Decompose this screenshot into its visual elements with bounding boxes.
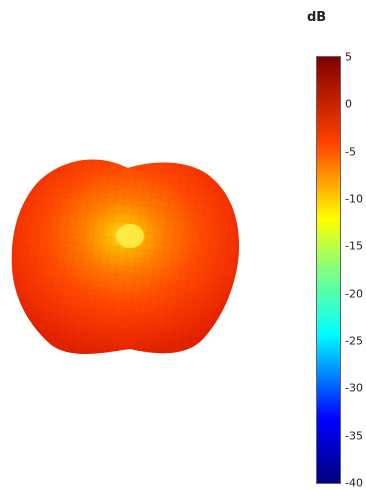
- colorbar-tick-label: -30: [345, 381, 363, 395]
- colorbar-gradient: [316, 56, 341, 484]
- colorbar-tick-label: -10: [345, 192, 363, 206]
- radiation-pattern-surface: [11, 159, 240, 355]
- colorbar-tick-label: -15: [345, 239, 363, 253]
- colorbar-tick-label: 0: [345, 97, 352, 111]
- colorbar-tick-label: -35: [345, 429, 363, 443]
- colorbar-tick-label: -25: [345, 334, 363, 348]
- colorbar-title: dB: [307, 10, 327, 25]
- colorbar-tick-label: 5: [345, 50, 352, 64]
- colorbar-tick-label: -20: [345, 287, 363, 301]
- colorbar-tick-label: -40: [345, 476, 363, 490]
- surface-mesh: [11, 159, 240, 355]
- radiation-pattern-viewport[interactable]: [0, 0, 300, 490]
- colorbar: 5 0 -5 -10 -15 -20 -25 -30 -35 -40: [316, 52, 366, 489]
- colorbar-tick-label: -5: [345, 145, 356, 159]
- surface-hotspot: [116, 224, 144, 248]
